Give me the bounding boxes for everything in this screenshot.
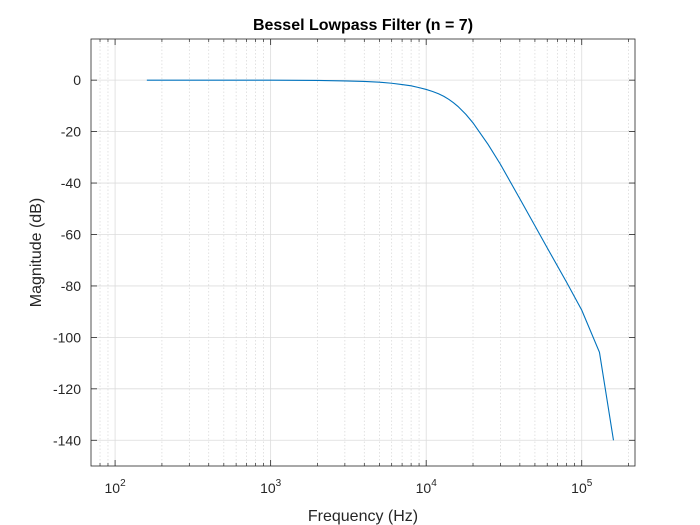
y-tick-label: -140 [53, 432, 81, 448]
y-axis-label: Magnitude (dB) [28, 198, 45, 307]
series-line-magnitude [146, 79, 615, 441]
series-layer [146, 79, 615, 441]
x-tick-label: 105 [571, 478, 593, 496]
x-axis-label: Frequency (Hz) [308, 508, 418, 525]
y-tick-label: -80 [61, 278, 81, 294]
y-tick-label: -100 [53, 329, 81, 345]
ticks: 102 103 104 105 0 -20 -40 -60 -80 -100 -120 -140 [53, 39, 635, 496]
plot-area [91, 39, 635, 466]
x-tick-label: 104 [416, 478, 438, 496]
y-tick-label: -120 [53, 381, 81, 397]
plot-frame [90, 38, 636, 467]
y-tick-label: 0 [73, 72, 81, 88]
x-tick-label: 103 [260, 478, 282, 496]
x-tick-label: 102 [105, 478, 127, 496]
grid [91, 39, 635, 466]
y-tick-label: -40 [61, 175, 81, 191]
chart-title: Bessel Lowpass Filter (n = 7) [253, 17, 473, 34]
y-tick-label: -60 [61, 226, 81, 242]
y-tick-label: -20 [61, 124, 81, 140]
